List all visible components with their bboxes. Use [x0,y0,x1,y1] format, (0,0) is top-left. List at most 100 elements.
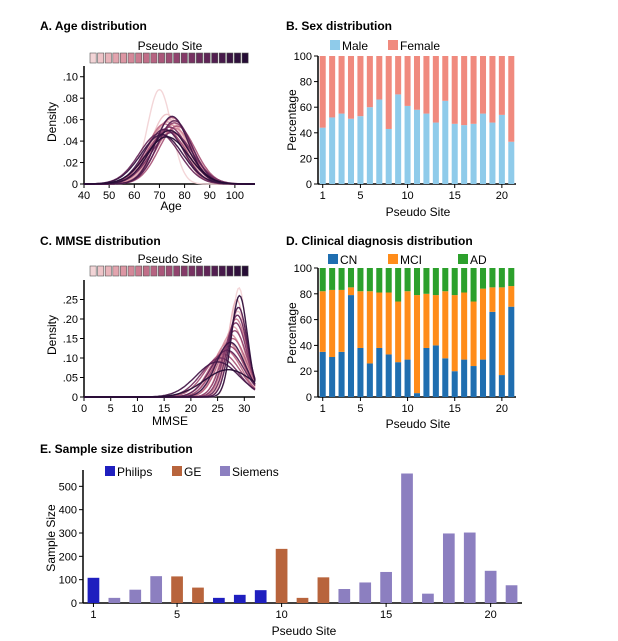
panel-b-bar-male-site-9 [395,94,402,184]
panel-c-x-tick-label: 0 [81,403,87,415]
site-legend-swatch [127,265,135,277]
panel-b-bar-female-site-8 [385,56,392,129]
panel-a-x-tick-label: 90 [204,190,216,202]
panel-e-bar-site-8 [233,594,246,603]
panel-d-bar-mci-site-5 [357,291,364,348]
panel-e-bar-site-14 [359,582,372,603]
panel-d-bar-cn-site-19 [489,311,496,397]
panel-d-y-tick-label: 100 [294,263,312,275]
panel-d-y-tick-label: 80 [300,289,312,301]
panel-d-bar-cn-site-9 [395,362,402,397]
panel-a-x-tick-label: 50 [103,190,115,202]
panel-b-y-tick-label: 20 [300,153,312,165]
panel-d-bar-ad-site-4 [347,268,355,288]
panel-d-bar-mci-site-7 [376,292,383,348]
panel-b-bar-female-site-1 [319,56,326,128]
site-legend-swatch [165,265,173,277]
panel-d-bar-ad-site-15 [451,268,458,296]
panel-e-x-tick-label: 15 [380,609,392,621]
panel-c-density-curve-site-18 [84,361,256,398]
panel-d-bar-mci-site-14 [442,291,449,359]
panel-d-bar-cn-site-17 [470,366,477,397]
panel-b-bar-female-site-7 [376,56,383,100]
panel-b-bar-female-site-2 [329,56,336,118]
panel-b-bar-male-site-15 [451,123,458,184]
panel-e-bar-site-10 [275,548,288,603]
panel-e-bar-site-13 [338,589,351,603]
legend-ad-label: AD [470,253,487,267]
panel-a-x-tick-label: 40 [78,190,90,202]
panel-b-bar-male-site-2 [329,117,336,184]
panel-a-legend-title: Pseudo Site [138,39,203,53]
panel-b-bar-female-site-4 [347,56,355,119]
panel-b-bar-male-site-4 [347,118,355,184]
site-legend-swatch [97,265,105,277]
site-legend-swatch [211,52,219,64]
site-legend-swatch [196,265,203,277]
panel-b-bar-female-site-17 [470,56,477,124]
panel-sample-size-distribution: E. Sample size distribution Philips GE S… [40,442,522,638]
site-legend-swatch [97,52,105,64]
site-legend-swatch [142,52,150,64]
panel-d-bar-ad-site-1 [319,268,326,292]
panel-b-ylabel: Percentage [285,89,299,151]
panel-c-y-tick-label: .20 [63,314,78,326]
panel-d-bar-mci-site-15 [451,295,458,372]
panel-d-bar-ad-site-7 [376,268,383,293]
legend-mci-swatch [388,254,398,264]
panel-b-bar-male-site-16 [461,125,468,184]
panel-diagnosis-distribution: D. Clinical diagnosis distribution CN MC… [285,234,516,431]
panel-e-bar-site-6 [192,587,204,603]
panel-b-bar-female-site-21 [508,56,515,142]
legend-philips-swatch [105,466,115,476]
legend-cn-swatch [328,254,338,264]
panel-c-y-tick-label: .05 [63,373,78,385]
site-legend-swatch [188,265,196,277]
panel-e-bar-site-18 [442,533,455,603]
panel-b-bar-male-site-12 [423,113,430,184]
panel-c-x-tick-label: 20 [185,403,197,415]
panel-e-bar-site-20 [484,570,497,603]
legend-siemens-label: Siemens [232,465,279,479]
legend-male-label: Male [342,39,368,53]
panel-b-bar-female-site-16 [461,56,468,126]
panel-d-bar-mci-site-9 [395,301,402,363]
panel-b-bar-male-site-8 [385,128,392,184]
panel-d-bar-mci-site-6 [366,291,373,364]
panel-c-y-tick-label: .15 [63,334,78,346]
legend-siemens-swatch [220,466,230,476]
panel-b-bar-male-site-3 [338,113,345,184]
panel-b-bar-female-site-13 [432,56,439,123]
panel-d-bar-ad-site-10 [404,268,411,292]
panel-a-title: A. Age distribution [40,19,147,33]
panel-d-bar-ad-site-17 [470,268,477,302]
site-legend-swatch [180,265,188,277]
site-legend-swatch [127,52,135,64]
panel-b-bar-female-site-10 [404,56,411,106]
panel-c-site-legend [89,265,249,277]
panel-b-y-tick-label: 60 [300,102,312,114]
site-legend-swatch [180,52,188,64]
panel-b-x-tick-label: 20 [496,190,508,202]
panel-d-bar-mci-site-21 [508,286,515,307]
panel-e-x-tick-label: 10 [275,609,287,621]
panel-c-density-curves [84,286,256,398]
panel-b-bar-male-site-18 [479,113,487,184]
panel-c-x-tick-label: 25 [211,403,223,415]
panel-b-bar-female-site-19 [489,56,496,123]
panel-b-bar-female-site-11 [413,56,421,110]
site-legend-swatch [135,265,143,277]
panel-b-bar-female-site-12 [423,56,430,114]
panel-d-bar-mci-site-13 [432,295,439,346]
panel-c-density-curve-site-14 [84,357,256,398]
panel-b-y-tick-label: 100 [294,51,312,63]
legend-female-label: Female [400,39,440,53]
panel-a-density-curve-site-13 [84,126,255,185]
site-legend-swatch [112,52,120,64]
panel-a-y-tick-label: .04 [63,136,78,148]
panel-d-bar-cn-site-20 [498,375,505,397]
panel-d-bar-ad-site-21 [508,268,515,287]
panel-c-y-tick-label: .25 [63,295,78,307]
panel-d-bar-ad-site-12 [423,268,430,294]
panel-d-bar-mci-site-4 [347,287,355,296]
